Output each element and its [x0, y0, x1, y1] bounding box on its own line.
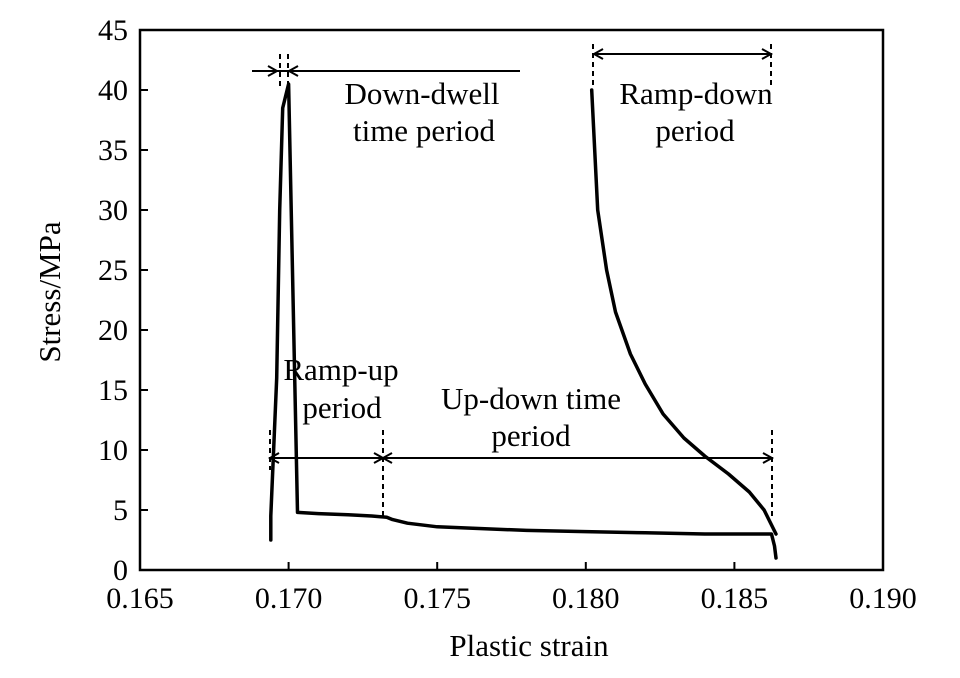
y-tick-label: 10	[98, 434, 128, 467]
annotation-ramp-up-line1: Ramp-up	[283, 352, 398, 387]
series-line-1	[269, 82, 778, 560]
annotation-up-down-line2: period	[491, 418, 571, 453]
x-tick-label: 0.185	[701, 582, 769, 615]
y-tick-label: 45	[98, 14, 128, 47]
annotation-up-down-line1: Up-down time	[441, 381, 621, 416]
x-tick-label: 0.180	[552, 582, 620, 615]
annotation-down-dwell-line1: Down-dwell	[345, 76, 500, 111]
y-tick-label: 5	[113, 494, 128, 527]
annotation-ramp-down-line2: period	[655, 113, 735, 148]
down-dwell-arrow-right	[286, 65, 299, 77]
y-tick-label: 0	[113, 554, 128, 587]
y-tick-label: 25	[98, 254, 128, 287]
x-tick-label: 0.165	[106, 582, 174, 615]
annotation-markers	[252, 44, 775, 520]
series-line-2	[589, 88, 778, 536]
y-tick-label: 30	[98, 194, 128, 227]
annotation-ramp-down-line1: Ramp-down	[619, 76, 773, 111]
down-dwell-arrow-left	[267, 65, 280, 77]
y-axis-ticks: 0 5 10 15 20 25 30 35 40 45	[98, 14, 148, 587]
x-tick-label: 0.190	[849, 582, 917, 615]
series-group	[269, 82, 778, 560]
x-axis-ticks: 0.165 0.170 0.175 0.180 0.185 0.190	[106, 562, 917, 615]
y-tick-label: 35	[98, 134, 128, 167]
x-axis-label: Plastic strain	[449, 628, 609, 663]
x-tick-label: 0.170	[255, 582, 323, 615]
y-axis-label: Stress/MPa	[32, 221, 67, 362]
annotation-down-dwell-line2: time period	[353, 113, 496, 148]
annotation-ramp-up-line2: period	[302, 390, 382, 425]
y-tick-label: 15	[98, 374, 128, 407]
x-tick-label: 0.175	[403, 582, 471, 615]
y-tick-label: 40	[98, 74, 128, 107]
plot-frame	[138, 28, 885, 572]
y-tick-label: 20	[98, 314, 128, 347]
